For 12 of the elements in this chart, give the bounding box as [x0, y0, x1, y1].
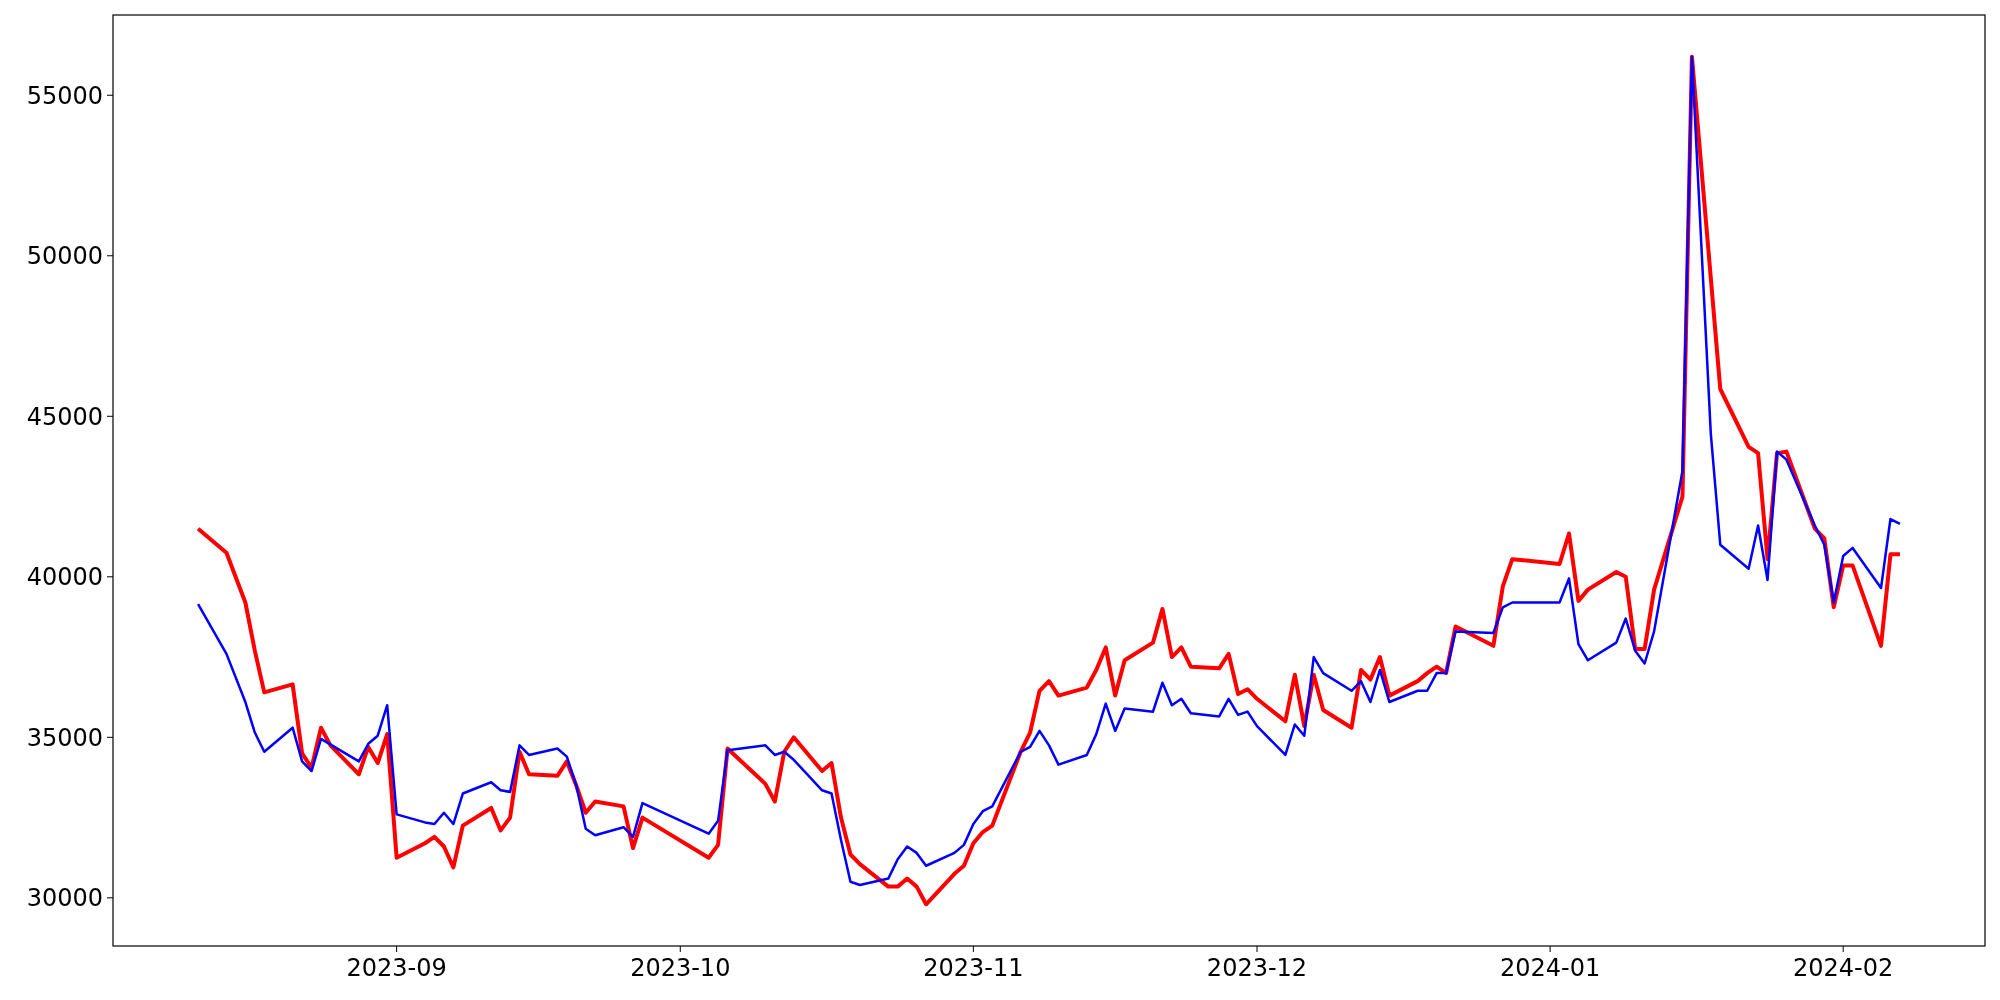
- x-tick-label: 2023-10: [630, 954, 731, 982]
- y-tick-label: 50000: [26, 242, 103, 271]
- y-tick-label: 35000: [26, 723, 103, 752]
- x-tick-label: 2023-11: [923, 954, 1024, 982]
- x-tick-label: 2023-12: [1206, 954, 1308, 982]
- y-tick-label: 55000: [26, 81, 103, 110]
- y-tick-label: 40000: [26, 563, 103, 592]
- y-tick-label: 30000: [26, 884, 103, 913]
- y-tick-label: 45000: [26, 402, 103, 431]
- x-tick-label: 2023-09: [346, 954, 447, 982]
- x-tick-label: 2024-01: [1499, 954, 1601, 982]
- x-tick-label: 2024-02: [1793, 954, 1894, 982]
